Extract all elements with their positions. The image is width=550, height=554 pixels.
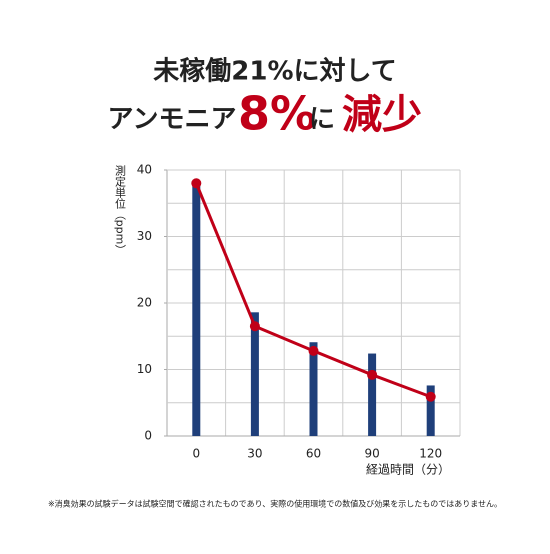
bar	[368, 353, 377, 436]
x-tick-label: 0	[192, 447, 200, 461]
x-tick-label: 30	[247, 447, 262, 461]
y-tick-label: 30	[137, 229, 152, 243]
chart-title: 未稼働21%に対して	[153, 57, 396, 87]
subtitle-highlight: 8%	[238, 87, 316, 141]
bar	[309, 342, 318, 436]
x-tick-label: 120	[419, 447, 442, 461]
point	[308, 345, 319, 356]
point	[425, 391, 436, 402]
y-axis-label: 測定単位（ppm）	[114, 163, 127, 255]
x-axis-label: 経過時間（分）	[366, 463, 450, 477]
point	[367, 369, 378, 380]
point	[191, 178, 202, 189]
y-tick-label: 10	[137, 362, 152, 376]
x-tick-label: 90	[364, 447, 379, 461]
point	[249, 321, 260, 332]
bar	[426, 385, 435, 436]
footnote: ※消臭効果の試験データは試験空間で確認されたものであり、実際の使用環境での数値及…	[48, 499, 502, 509]
subtitle-part: に	[309, 105, 335, 135]
subtitle-part: アンモニア	[108, 105, 237, 135]
bar	[250, 312, 259, 436]
subtitle-highlight: 減少	[342, 92, 422, 138]
y-tick-label: 40	[137, 163, 152, 177]
bar	[192, 183, 201, 436]
y-tick-label: 20	[137, 296, 152, 310]
x-tick-label: 60	[306, 447, 321, 461]
y-tick-label: 0	[144, 429, 152, 443]
